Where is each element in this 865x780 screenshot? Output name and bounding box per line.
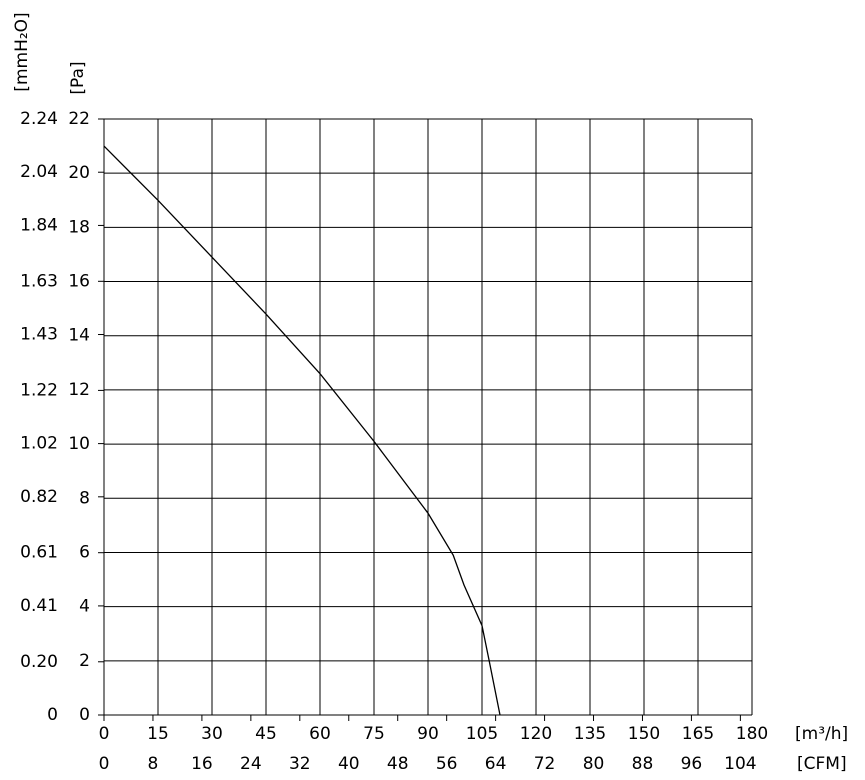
x2-tick-label: 80 [583, 754, 605, 774]
y2-tick-label: 1.02 [20, 434, 58, 454]
x-tick-label: 120 [520, 724, 552, 744]
y-tick-label: 20 [68, 163, 90, 183]
x-tick-label: 45 [255, 724, 277, 744]
x-tick-label: 180 [736, 724, 768, 744]
x2-tick-label: 24 [240, 754, 262, 774]
y2-tick-label: 0 [47, 705, 58, 725]
y2-tick-label: 1.63 [20, 271, 58, 291]
x2-tick-label: 96 [681, 754, 703, 774]
x-tick-label: 135 [574, 724, 606, 744]
y2-tick-label: 0.82 [20, 487, 58, 507]
y-tick-label: 10 [68, 434, 90, 454]
x2-tick-label: 0 [99, 754, 110, 774]
x-tick-label: 150 [628, 724, 660, 744]
y-axis-label: [Pa] [68, 61, 88, 94]
y-tick-label: 18 [68, 217, 90, 237]
x-tick-label: 75 [363, 724, 385, 744]
y2-tick-label: 2.24 [20, 109, 58, 129]
y-tick-label: 0 [79, 705, 90, 725]
y-tick-label: 4 [79, 597, 90, 617]
y2-tick-label: 2.04 [20, 162, 58, 182]
y2-axis-label: [mmH₂O] [12, 12, 32, 91]
y-tick-label: 6 [79, 542, 90, 562]
x2-tick-label: 72 [534, 754, 556, 774]
x2-tick-label: 48 [387, 754, 409, 774]
y2-tick-label: 0.61 [20, 543, 58, 563]
y-tick-label: 2 [79, 651, 90, 671]
y-tick-label: 12 [68, 380, 90, 400]
x-tick-label: 15 [147, 724, 169, 744]
x2-axis-label: [CFM] [797, 754, 847, 774]
y2-tick-label: 1.22 [20, 380, 58, 400]
x2-tick-label: 8 [148, 754, 159, 774]
y2-tick-label: 1.43 [20, 325, 58, 345]
y2-tick-label: 0.41 [20, 596, 58, 616]
x2-tick-label: 32 [289, 754, 311, 774]
y-tick-label: 16 [68, 272, 90, 292]
curve [103, 145, 501, 716]
x-tick-label: 30 [201, 724, 223, 744]
x-tick-label: 90 [417, 724, 439, 744]
y-tick-label: 22 [68, 109, 90, 129]
x2-tick-label: 16 [191, 754, 213, 774]
y-tick-label: 8 [79, 488, 90, 508]
x-tick-label: 60 [309, 724, 331, 744]
x2-tick-label: 40 [338, 754, 360, 774]
y-tick-label: 14 [68, 326, 90, 346]
x-tick-label: 105 [466, 724, 498, 744]
x-tick-label: 0 [99, 724, 110, 744]
x2-tick-label: 64 [485, 754, 507, 774]
x-tick-label: 165 [682, 724, 714, 744]
x2-tick-label: 88 [632, 754, 654, 774]
y2-tick-label: 1.84 [20, 215, 58, 235]
x2-tick-label: 56 [436, 754, 458, 774]
x-axis-label: [m³/h] [795, 724, 848, 744]
x2-tick-label: 104 [724, 754, 756, 774]
y2-tick-label: 0.20 [20, 652, 58, 672]
